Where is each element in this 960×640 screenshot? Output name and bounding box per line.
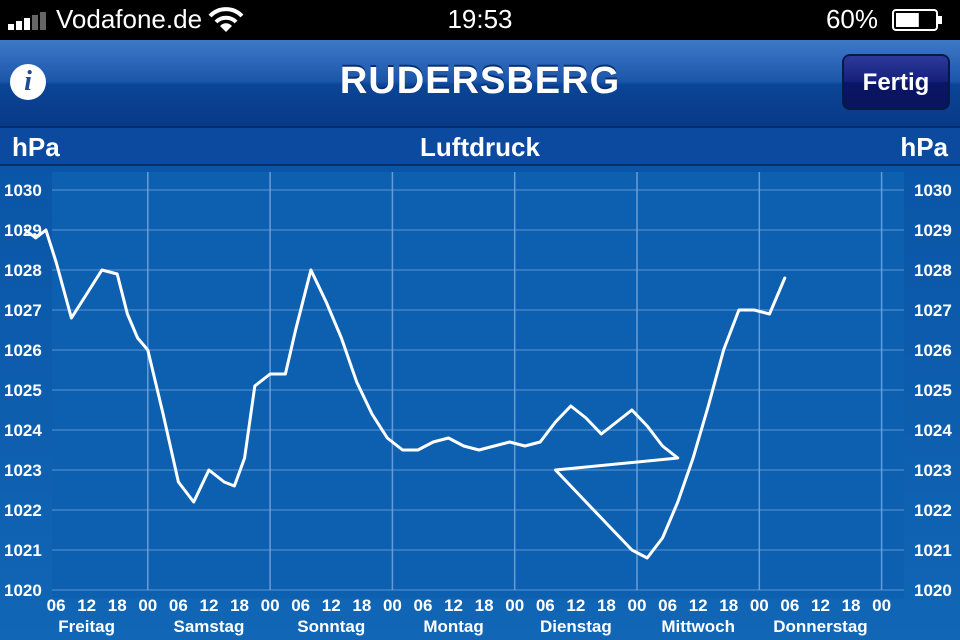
day-label: Dienstag (540, 617, 612, 636)
pressure-chart: 1030 1030 1029 1029 1028 1028 1027 1027 1026 1026… (0, 166, 960, 640)
chart-title: Luftdruck (420, 132, 540, 162)
x-tick-label: 06 (414, 596, 433, 615)
x-tick-label: 18 (475, 596, 494, 615)
battery-percentage: 60% (825, 4, 878, 34)
x-tick-label: 00 (750, 596, 769, 615)
x-tick-label: 00 (138, 596, 157, 615)
x-tick-label: 12 (77, 596, 96, 615)
y-tick-label-right: 1024 (914, 421, 952, 440)
y-tick-label-left: 1027 (4, 301, 42, 320)
x-tick-label: 12 (811, 596, 830, 615)
pressure-series-line (24, 228, 787, 560)
y-tick-label-left: 1023 (4, 461, 42, 480)
x-tick-label: 12 (199, 596, 218, 615)
x-tick-label: 06 (780, 596, 799, 615)
x-tick-label: 00 (261, 596, 280, 615)
y-tick-label-right: 1025 (914, 381, 952, 400)
x-tick-label: 00 (872, 596, 891, 615)
day-label: Samstag (174, 617, 245, 636)
unit-label-left: hPa (12, 132, 60, 162)
x-tick-label: 00 (505, 596, 524, 615)
y-tick-label-left: 1025 (4, 381, 42, 400)
info-icon[interactable]: i (10, 64, 46, 100)
x-tick-label: 00 (383, 596, 402, 615)
plot-background (52, 172, 904, 598)
x-tick-label: 00 (628, 596, 647, 615)
navigation-bar: i RUDERSBERG Fertig (0, 40, 960, 128)
x-tick-label: 18 (352, 596, 371, 615)
signal-strength-icon (8, 12, 48, 30)
battery-icon (892, 9, 942, 31)
x-tick-label: 06 (658, 596, 677, 615)
x-tick-label: 06 (169, 596, 188, 615)
y-tick-label-left: 1026 (4, 341, 42, 360)
x-tick-label: 12 (444, 596, 463, 615)
y-tick-label-left: 1022 (4, 501, 42, 520)
y-tick-label-right: 1029 (914, 221, 952, 240)
x-tick-label: 18 (230, 596, 249, 615)
clock: 19:53 (447, 4, 513, 34)
chart-header: hPa Luftdruck hPa (0, 128, 960, 167)
status-bar: Vodafone.de 19:53 60% (0, 0, 960, 40)
day-label: Montag (423, 617, 483, 636)
y-tick-label-left: 1024 (4, 421, 42, 440)
x-tick-label: 18 (719, 596, 738, 615)
x-tick-label: 12 (322, 596, 341, 615)
unit-label-right: hPa (900, 132, 948, 162)
x-tick-label: 12 (689, 596, 708, 615)
y-tick-label-right: 1027 (914, 301, 952, 320)
y-tick-label-right: 1030 (914, 181, 952, 200)
x-tick-label: 06 (47, 596, 66, 615)
y-tick-label-right: 1028 (914, 261, 952, 280)
y-tick-label-left: 1028 (4, 261, 42, 280)
day-label: Sonntag (297, 617, 365, 636)
y-tick-label-right: 1022 (914, 501, 952, 520)
day-label: Mittwoch (661, 617, 735, 636)
x-tick-label: 18 (842, 596, 861, 615)
x-tick-label: 12 (566, 596, 585, 615)
y-tick-label-right: 1023 (914, 461, 952, 480)
y-tick-label-right: 1026 (914, 341, 952, 360)
done-button[interactable]: Fertig (842, 54, 950, 110)
y-tick-label-left: 1030 (4, 181, 42, 200)
x-tick-label: 06 (536, 596, 555, 615)
page-title: RUDERSBERG (339, 60, 621, 102)
y-tick-label-right: 1021 (914, 541, 952, 560)
x-tick-label: 06 (291, 596, 310, 615)
carrier-name: Vodafone.de (56, 4, 203, 34)
x-tick-label: 18 (108, 596, 127, 615)
y-tick-label-left: 1021 (4, 541, 42, 560)
y-tick-label-left: 1020 (4, 581, 42, 600)
day-label: Donnerstag (773, 617, 867, 636)
y-tick-label-right: 1020 (914, 581, 952, 600)
day-label: Freitag (58, 617, 115, 636)
x-tick-label: 18 (597, 596, 616, 615)
wifi-icon (208, 7, 244, 32)
